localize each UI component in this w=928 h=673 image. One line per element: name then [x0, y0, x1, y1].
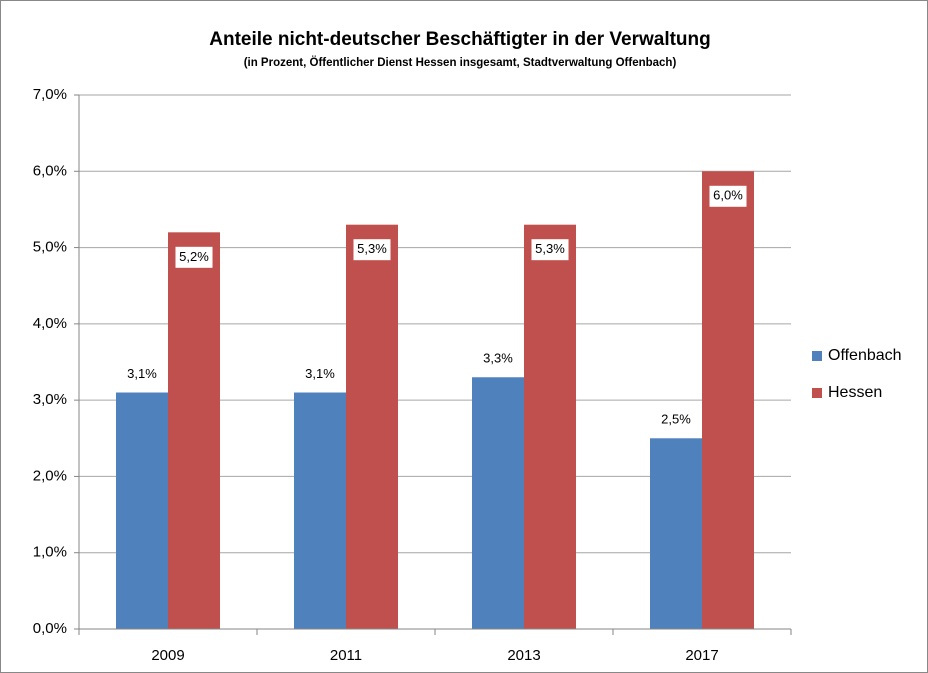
y-tick-label: 0,0%	[33, 620, 67, 637]
bar	[702, 171, 754, 630]
y-tick-label: 5,0%	[33, 239, 67, 256]
x-tick-label: 2009	[151, 647, 184, 664]
chart-subtitle: (in Prozent, Öffentlicher Dienst Hessen …	[244, 56, 677, 69]
bar	[168, 232, 220, 630]
x-tick-label: 2011	[330, 647, 362, 664]
data-label: 5,3%	[535, 241, 565, 256]
bar	[650, 438, 702, 629]
data-label: 5,2%	[179, 249, 209, 264]
bar	[294, 392, 346, 629]
data-label: 3,3%	[483, 351, 513, 366]
data-label-box	[174, 245, 214, 269]
legend-label: Hessen	[828, 384, 882, 401]
legend-swatch	[812, 388, 822, 398]
data-label-box	[708, 184, 748, 208]
data-label-box	[352, 238, 392, 262]
data-label: 6,0%	[713, 188, 743, 203]
bar	[472, 377, 524, 629]
y-tick-label: 1,0%	[33, 544, 67, 561]
y-tick-label: 7,0%	[33, 86, 67, 103]
legend-label: Offenbach	[828, 347, 902, 364]
bar	[116, 392, 168, 629]
y-tick-label: 2,0%	[33, 467, 67, 484]
x-tick-label: 2013	[507, 647, 540, 664]
y-tick-label: 3,0%	[33, 391, 67, 408]
data-label: 3,1%	[127, 366, 157, 381]
legend-swatch	[812, 351, 822, 361]
data-label: 5,3%	[357, 241, 387, 256]
bar	[346, 224, 398, 629]
data-label: 2,5%	[661, 412, 691, 427]
y-tick-label: 6,0%	[33, 162, 67, 179]
bar	[524, 224, 576, 629]
chart-title: Anteile nicht-deutscher Beschäftigter in…	[209, 29, 711, 50]
y-tick-label: 4,0%	[33, 315, 67, 332]
x-tick-label: 2017	[685, 647, 718, 664]
data-label-box	[530, 238, 570, 262]
data-label: 3,1%	[305, 366, 335, 381]
